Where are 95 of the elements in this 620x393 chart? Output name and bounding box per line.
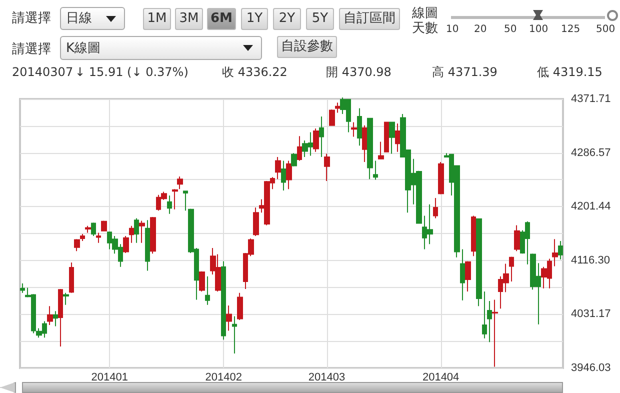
candlestick — [324, 153, 330, 182]
x-tick-label: 201402 — [205, 372, 242, 384]
candlestick — [509, 256, 514, 282]
candlestick — [558, 240, 563, 260]
candlestick — [58, 288, 63, 348]
candlestick — [47, 306, 53, 326]
candlestick — [123, 235, 129, 254]
candlestick — [221, 260, 226, 340]
text: 自設參數 — [277, 36, 337, 58]
candlestick — [74, 238, 80, 252]
candlestick — [226, 304, 232, 332]
y-tick-label: 4031.17 — [571, 308, 611, 320]
candlestick — [85, 225, 91, 234]
candlestick — [253, 207, 259, 236]
text: 請選擇 — [12, 11, 51, 27]
candlestick — [460, 248, 465, 301]
y-tick-label: 3946.03 — [571, 362, 611, 374]
candlestick — [482, 291, 487, 339]
candlestick — [438, 162, 444, 195]
candlestick — [172, 188, 178, 210]
candlestick — [80, 234, 85, 242]
text: 高 4371.39 — [432, 64, 498, 80]
candlestick — [96, 232, 101, 244]
candlestick — [476, 218, 482, 307]
candlestick — [183, 190, 188, 212]
candlestick — [329, 109, 335, 126]
candlestick — [232, 316, 237, 354]
text: 1M — [143, 8, 171, 30]
candlestick — [145, 220, 150, 272]
text: 請選擇 — [12, 42, 51, 58]
candlestick — [319, 116, 324, 158]
candlestick — [389, 122, 395, 154]
candlestick — [129, 225, 134, 244]
text: 6M — [207, 8, 236, 30]
text: 自訂區間 — [339, 8, 400, 30]
text: 500 — [596, 23, 616, 37]
text: 10 — [446, 23, 459, 37]
candlestick — [357, 108, 362, 146]
text: 日線 — [66, 11, 92, 27]
y-tick-label: 4201.44 — [571, 200, 611, 213]
candlestick — [53, 310, 58, 327]
candlestick — [335, 102, 340, 114]
candlestick — [384, 122, 389, 152]
text: 收 4336.22 — [222, 64, 288, 80]
candlestick — [101, 220, 107, 232]
text: 3M — [175, 8, 203, 30]
candlestick — [134, 218, 139, 244]
candlestick — [492, 299, 498, 368]
text: 20 — [474, 23, 487, 37]
candlestick — [395, 122, 400, 152]
y-tick-label: 4286.57 — [571, 146, 611, 159]
candlestick — [297, 136, 302, 162]
candlestick — [471, 215, 476, 257]
candlestick — [351, 122, 357, 138]
candlestick — [552, 238, 558, 267]
text: 50 — [504, 23, 517, 37]
text: 20140307 — [12, 64, 74, 80]
y-tick-label: 4371.71 — [571, 93, 611, 105]
candlestick — [91, 222, 96, 236]
candlestick — [199, 270, 205, 292]
text: ↓ 15.91 (↓ 0.37%) — [75, 64, 188, 80]
candlestick — [139, 220, 145, 244]
candlestick — [433, 198, 438, 219]
text: 2Y — [273, 8, 301, 30]
candlestick — [313, 128, 319, 152]
candlestick — [205, 276, 210, 306]
x-tick-label: 201401 — [91, 372, 128, 384]
candlestick — [465, 260, 471, 292]
candlestick — [177, 176, 183, 190]
candlestick — [281, 160, 286, 191]
text: 1Y — [241, 8, 268, 30]
text: 5Y — [306, 8, 334, 30]
candlestick — [378, 141, 384, 160]
text: 開 4370.98 — [326, 64, 392, 80]
text: 線圖天數 — [412, 6, 439, 36]
candlestick — [514, 224, 520, 252]
candlestick — [63, 292, 69, 306]
text: K線圖 — [66, 41, 101, 57]
candlestick — [291, 152, 297, 167]
candlestick — [150, 216, 156, 254]
candlestick — [69, 262, 74, 294]
text: 125 — [561, 23, 580, 37]
candlestick — [367, 118, 373, 180]
x-tick-label: 201404 — [422, 372, 460, 384]
candlestick — [487, 300, 492, 343]
candlestick — [167, 195, 172, 214]
candlestick — [373, 160, 378, 180]
y-tick-label: 4116.30 — [571, 254, 610, 266]
candlestick — [286, 160, 292, 190]
text: 低 4319.15 — [537, 64, 602, 80]
candlestick — [20, 282, 25, 294]
candlestick — [275, 156, 281, 180]
candlestick — [237, 292, 243, 320]
x-tick-label: 201403 — [308, 372, 346, 384]
text: 100 — [529, 23, 548, 37]
